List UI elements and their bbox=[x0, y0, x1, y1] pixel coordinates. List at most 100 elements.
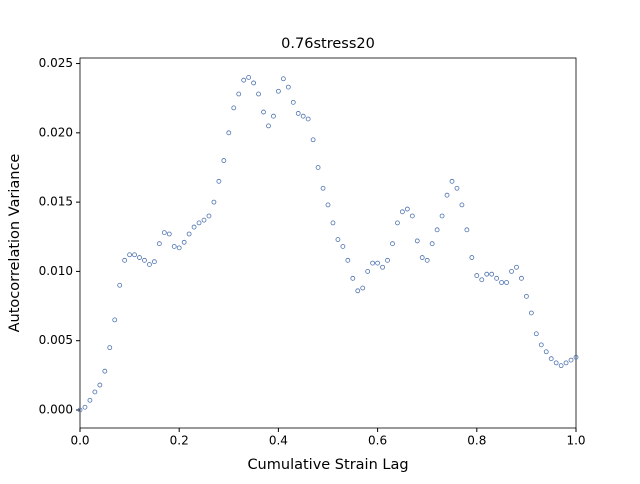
y-tick-label: 0.015 bbox=[39, 195, 73, 209]
scatter-point bbox=[469, 255, 475, 260]
scatter-point bbox=[489, 271, 495, 277]
scatter-point bbox=[474, 273, 480, 278]
scatter-point bbox=[390, 241, 395, 247]
scatter-point bbox=[87, 397, 93, 403]
scatter-point bbox=[206, 213, 212, 219]
scatter-point bbox=[295, 111, 301, 116]
scatter-point bbox=[395, 220, 400, 226]
scatter-point bbox=[340, 244, 346, 249]
scatter-point bbox=[380, 264, 385, 270]
scatter-point bbox=[563, 360, 569, 366]
y-tick-label: 0.010 bbox=[39, 264, 73, 278]
scatter-point bbox=[156, 241, 162, 247]
scatter-point bbox=[142, 257, 147, 263]
scatter-point bbox=[92, 389, 98, 395]
scatter-point bbox=[519, 275, 524, 281]
scatter-point bbox=[77, 407, 83, 413]
scatter-point bbox=[271, 113, 276, 119]
scatter-point bbox=[285, 84, 291, 90]
scatter-point bbox=[345, 257, 351, 263]
scatter-point bbox=[573, 354, 579, 360]
scatter-point bbox=[181, 239, 187, 245]
scatter-point bbox=[538, 342, 544, 348]
scatter-point bbox=[320, 185, 326, 191]
scatter-point bbox=[360, 285, 366, 291]
scatter-point bbox=[484, 271, 490, 277]
x-tick-label: 0.0 bbox=[70, 434, 89, 448]
scatter-point bbox=[499, 280, 505, 285]
scatter-point bbox=[524, 293, 529, 299]
scatter-point bbox=[429, 241, 435, 247]
scatter-point bbox=[127, 252, 133, 258]
scatter-point bbox=[122, 257, 128, 263]
scatter-point bbox=[568, 357, 574, 363]
scatter-point bbox=[533, 331, 539, 337]
scatter-point bbox=[434, 227, 440, 233]
scatter-point bbox=[504, 280, 509, 285]
scatter-point bbox=[385, 257, 390, 263]
scatter-point bbox=[226, 130, 232, 136]
scatter-point bbox=[82, 404, 88, 410]
scatter-point bbox=[186, 231, 192, 237]
scatter-point bbox=[261, 109, 266, 115]
scatter-point bbox=[132, 252, 137, 258]
scatter-point bbox=[543, 349, 549, 355]
y-tick-label: 0.025 bbox=[39, 56, 73, 70]
scatter-point bbox=[494, 275, 500, 281]
x-tick-label: 0.6 bbox=[368, 434, 387, 448]
scatter-point bbox=[459, 202, 465, 208]
scatter-point bbox=[147, 262, 152, 267]
scatter-point bbox=[196, 220, 202, 226]
scatter-point bbox=[112, 317, 118, 323]
scatter-point bbox=[325, 202, 331, 208]
scatter-point bbox=[246, 75, 252, 80]
scatter-point bbox=[399, 209, 405, 215]
scatter-point bbox=[335, 237, 341, 242]
y-tick-label: 0.020 bbox=[39, 125, 73, 139]
scatter-point bbox=[558, 363, 564, 369]
scatter-point bbox=[275, 88, 281, 94]
scatter-point bbox=[464, 227, 470, 233]
scatter-point bbox=[161, 230, 167, 236]
scatter-point bbox=[548, 356, 554, 362]
scatter-point bbox=[211, 199, 217, 205]
scatter-point bbox=[330, 220, 336, 226]
scatter-point bbox=[176, 245, 182, 251]
x-axis-label: Cumulative Strain Lag bbox=[247, 457, 408, 473]
scatter-point bbox=[266, 123, 271, 129]
scatter-point bbox=[166, 231, 172, 237]
scatter-point bbox=[137, 255, 142, 260]
scatter-point bbox=[424, 257, 430, 263]
scatter-point bbox=[102, 368, 108, 374]
scatter-point bbox=[528, 310, 534, 316]
scatter-point bbox=[514, 264, 519, 270]
y-tick-label: 0.000 bbox=[39, 402, 73, 416]
scatter-point bbox=[216, 178, 222, 184]
scatter-point bbox=[241, 77, 247, 83]
scatter-point bbox=[97, 382, 103, 388]
y-tick-label: 0.005 bbox=[39, 333, 73, 347]
scatter-point bbox=[117, 282, 123, 288]
scatter-point bbox=[365, 269, 371, 274]
x-tick-label: 0.4 bbox=[269, 434, 288, 448]
scatter-point bbox=[236, 91, 242, 97]
scatter-point bbox=[290, 99, 296, 105]
scatter-point bbox=[171, 244, 177, 249]
scatter-point bbox=[151, 259, 157, 265]
plot-frame bbox=[79, 57, 577, 429]
scatter-point bbox=[439, 213, 445, 219]
scatter-point bbox=[375, 260, 381, 266]
scatter-point bbox=[310, 137, 316, 143]
y-axis-label: Autocorrelation Variance bbox=[7, 154, 23, 333]
scatter-point bbox=[300, 113, 306, 119]
scatter-point bbox=[444, 192, 450, 198]
scatter-point bbox=[350, 275, 356, 281]
scatter-point bbox=[221, 158, 227, 163]
scatter-point bbox=[280, 76, 286, 82]
scatter-point bbox=[315, 165, 321, 170]
x-tick-label: 1.0 bbox=[566, 434, 585, 448]
scatter-point bbox=[256, 91, 261, 97]
scatter-point bbox=[305, 116, 311, 122]
scatter-point bbox=[191, 224, 197, 230]
